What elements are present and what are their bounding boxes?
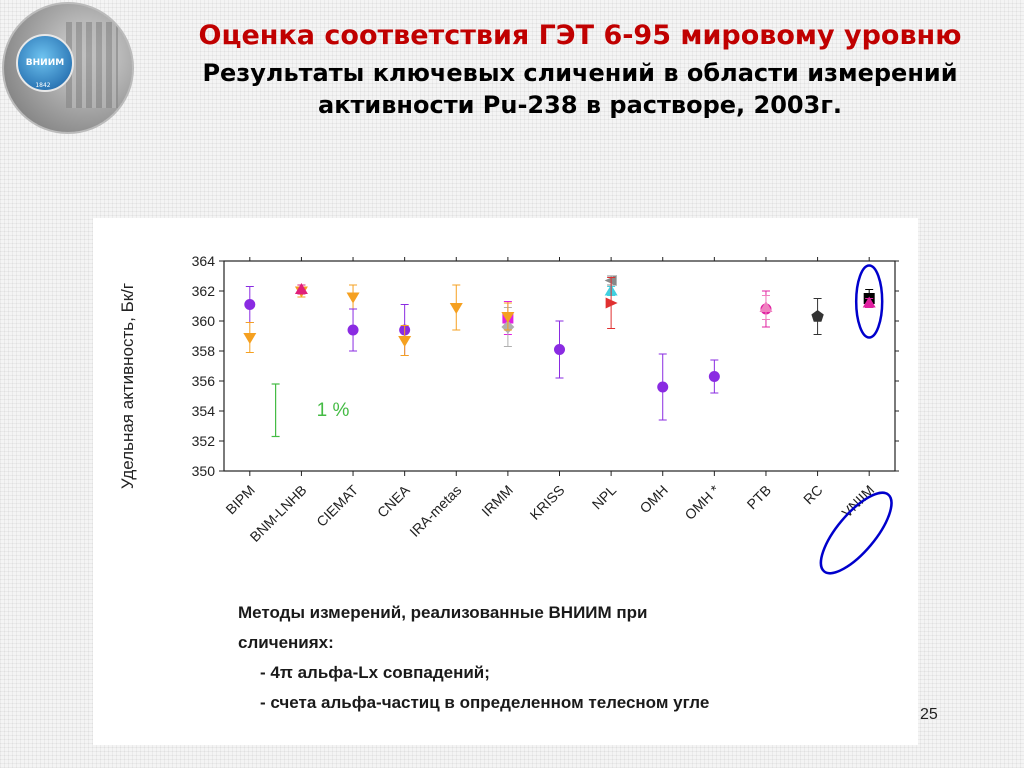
y-tick-label: 350 (192, 463, 216, 479)
x-tick-label: IRA-metas (406, 482, 464, 540)
data-point (346, 292, 360, 304)
logo-year: 1842 (35, 82, 51, 89)
data-point (294, 283, 308, 294)
x-tick-label: VNIIM (839, 482, 878, 521)
data-point (449, 303, 463, 314)
slide-title-line2: Результаты ключевых сличений в области и… (202, 59, 958, 119)
x-tick-label: BIPM (222, 482, 258, 518)
data-point (554, 344, 565, 355)
data-point (605, 297, 618, 309)
institute-logo: ВНИИМ 1842 (2, 2, 134, 134)
y-tick-label: 364 (192, 253, 216, 269)
slide-title-line1: Оценка соответствия ГЭТ 6-95 мировому ур… (198, 20, 962, 51)
data-point (862, 296, 876, 308)
y-axis-label: Удельная активность, Бк/г (118, 283, 137, 489)
methods-item1: - 4π альфа-Lx совпадений; (260, 663, 490, 682)
data-point (657, 381, 669, 393)
scale-bar-label: 1 % (317, 400, 350, 421)
data-point (347, 324, 359, 336)
data-point (759, 301, 773, 312)
data-point (501, 312, 515, 323)
y-tick-label: 356 (192, 373, 216, 389)
slide-title: Оценка соответствия ГЭТ 6-95 мировому ур… (150, 18, 1010, 121)
x-tick-label: RC (800, 482, 826, 508)
y-tick-label: 352 (192, 433, 216, 449)
methods-item2: - счета альфа-частиц в определенном теле… (260, 693, 710, 712)
x-tick-label: CIEMAT (313, 481, 361, 529)
methods-line2: сличениях: (238, 633, 334, 652)
x-tick-label: NPL (589, 482, 620, 513)
methods-text: Методы измерений, реализованные ВНИИМ пр… (238, 598, 898, 718)
y-tick-label: 362 (192, 283, 216, 299)
data-point (398, 336, 412, 347)
comparison-chart: 350 352 354 356 358 360 362 364 Удельная активно… (118, 253, 899, 575)
x-tick-label: IRMM (478, 482, 516, 520)
x-tick-label: PTB (744, 482, 775, 513)
data-point (811, 310, 824, 322)
logo-label: ВНИИМ (25, 58, 65, 68)
globe-emblem-icon: ВНИИМ (16, 34, 74, 92)
y-tick-label: 360 (192, 313, 216, 329)
x-tick-label: OMH (636, 482, 670, 516)
x-tick-label: OMH * (681, 481, 722, 522)
page-number: 25 (920, 706, 938, 723)
y-tick-label: 358 (192, 343, 216, 359)
vniim-highlight-ellipse (854, 264, 884, 339)
x-tick-label: CNEA (374, 481, 413, 520)
x-tick-label: KRISS (527, 482, 568, 523)
building-image (66, 22, 118, 108)
data-point (244, 299, 256, 310)
content-panel: 350 352 354 356 358 360 362 364 Удельная активно… (93, 218, 918, 745)
y-tick-label: 354 (192, 403, 216, 419)
data-point (708, 371, 720, 382)
data-point (243, 333, 257, 344)
vniim-label-highlight-ellipse (819, 491, 893, 575)
methods-line1: Методы измерений, реализованные ВНИИМ пр… (238, 603, 648, 622)
